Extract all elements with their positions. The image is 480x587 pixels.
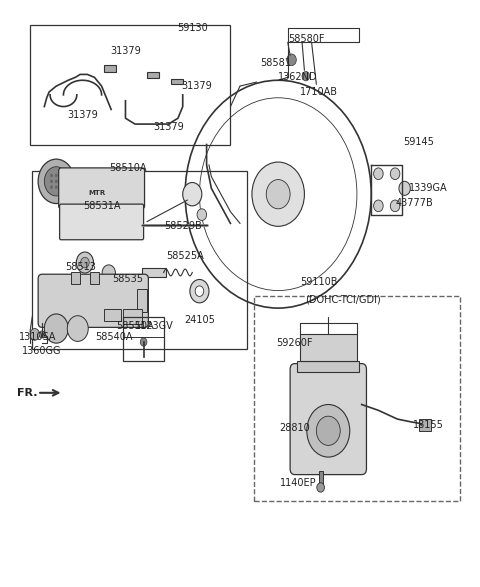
Text: 58550A: 58550A bbox=[116, 321, 154, 330]
Text: 59145: 59145 bbox=[404, 137, 434, 147]
Bar bbox=[104, 309, 120, 321]
Text: 58581: 58581 bbox=[260, 58, 291, 68]
Bar bbox=[71, 272, 80, 284]
Text: 24105: 24105 bbox=[184, 315, 215, 325]
Circle shape bbox=[60, 174, 62, 177]
Text: 31379: 31379 bbox=[181, 81, 213, 91]
Circle shape bbox=[390, 168, 400, 180]
FancyBboxPatch shape bbox=[60, 204, 144, 239]
Circle shape bbox=[60, 180, 62, 183]
Circle shape bbox=[44, 314, 68, 343]
Text: 58510A: 58510A bbox=[109, 163, 146, 173]
Text: 59130: 59130 bbox=[177, 23, 208, 33]
Circle shape bbox=[190, 279, 209, 303]
Circle shape bbox=[399, 181, 410, 195]
Circle shape bbox=[50, 185, 53, 189]
Text: 58525A: 58525A bbox=[166, 251, 204, 261]
Text: MTR: MTR bbox=[88, 190, 106, 196]
Text: 1339GA: 1339GA bbox=[409, 183, 448, 193]
Text: 1310SA: 1310SA bbox=[19, 332, 56, 342]
Circle shape bbox=[60, 185, 62, 189]
Circle shape bbox=[55, 180, 58, 183]
Circle shape bbox=[76, 252, 94, 273]
Bar bbox=[142, 268, 166, 277]
Circle shape bbox=[316, 416, 340, 446]
Circle shape bbox=[39, 331, 45, 338]
Bar bbox=[123, 317, 164, 360]
Circle shape bbox=[252, 162, 304, 227]
Circle shape bbox=[67, 316, 88, 342]
Text: 58540A: 58540A bbox=[95, 332, 132, 342]
Circle shape bbox=[287, 54, 296, 66]
Circle shape bbox=[195, 286, 204, 296]
Circle shape bbox=[373, 200, 383, 212]
Circle shape bbox=[38, 159, 74, 204]
Bar bbox=[137, 289, 147, 312]
Text: 58580F: 58580F bbox=[288, 35, 325, 45]
Text: 31379: 31379 bbox=[110, 46, 141, 56]
FancyBboxPatch shape bbox=[290, 363, 366, 475]
Circle shape bbox=[81, 257, 89, 268]
Text: 43777B: 43777B bbox=[396, 198, 433, 208]
Circle shape bbox=[30, 329, 39, 340]
Circle shape bbox=[102, 265, 116, 281]
Circle shape bbox=[140, 338, 147, 346]
Bar bbox=[33, 171, 247, 349]
Bar bbox=[104, 65, 116, 72]
Text: 58513: 58513 bbox=[65, 262, 96, 272]
Text: (DOHC-TCI/GDI): (DOHC-TCI/GDI) bbox=[305, 294, 381, 304]
Text: 1362ND: 1362ND bbox=[277, 72, 317, 82]
Text: 18155: 18155 bbox=[413, 420, 444, 430]
Bar bbox=[419, 419, 431, 431]
Circle shape bbox=[373, 168, 383, 180]
Circle shape bbox=[44, 167, 68, 196]
Bar bbox=[297, 360, 360, 372]
Circle shape bbox=[50, 174, 53, 177]
Text: 58535: 58535 bbox=[112, 274, 144, 284]
Text: 31379: 31379 bbox=[153, 122, 184, 132]
Bar bbox=[171, 79, 183, 85]
Circle shape bbox=[55, 174, 58, 177]
Text: 58531A: 58531A bbox=[83, 201, 120, 211]
Text: 1360GG: 1360GG bbox=[22, 346, 62, 356]
Bar bbox=[300, 335, 357, 360]
Bar bbox=[147, 72, 159, 78]
FancyBboxPatch shape bbox=[38, 274, 148, 328]
Bar bbox=[319, 471, 323, 485]
Circle shape bbox=[50, 180, 53, 183]
FancyBboxPatch shape bbox=[59, 168, 144, 209]
Circle shape bbox=[183, 183, 202, 206]
Text: 1710AB: 1710AB bbox=[300, 87, 338, 97]
Circle shape bbox=[307, 404, 350, 457]
Text: 1140EP: 1140EP bbox=[280, 478, 316, 488]
Circle shape bbox=[302, 72, 310, 81]
Bar bbox=[30, 25, 230, 144]
Circle shape bbox=[55, 185, 58, 189]
Circle shape bbox=[317, 483, 324, 492]
Text: 28810: 28810 bbox=[279, 423, 310, 433]
Circle shape bbox=[197, 209, 206, 221]
Text: 1123GV: 1123GV bbox=[135, 321, 173, 330]
Text: FR.: FR. bbox=[17, 388, 37, 398]
Text: 59260F: 59260F bbox=[276, 338, 313, 348]
Text: 58529B: 58529B bbox=[164, 221, 202, 231]
Bar bbox=[123, 309, 142, 324]
Circle shape bbox=[266, 180, 290, 209]
Bar bbox=[254, 296, 459, 501]
Bar bbox=[90, 272, 99, 284]
Circle shape bbox=[390, 200, 400, 212]
Text: 31379: 31379 bbox=[67, 110, 98, 120]
Text: 59110B: 59110B bbox=[300, 277, 337, 287]
